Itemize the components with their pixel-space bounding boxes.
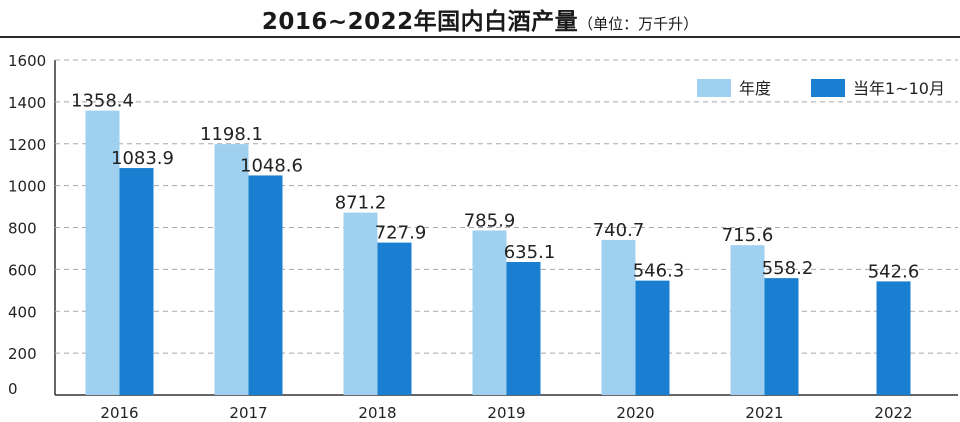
y-tick-label: 1000 [8,178,46,196]
y-tick-label: 1600 [8,52,46,70]
bar-annual [85,110,120,396]
legend-annual-label: 年度 [739,79,771,98]
x-tick-label: 2019 [487,404,525,422]
x-tick-label: 2018 [358,404,396,422]
data-label-jan-oct: 635.1 [504,242,556,263]
y-tick-label: 1400 [8,94,46,112]
data-label-jan-oct: 1048.6 [240,155,303,176]
data-label-annual: 871.2 [335,193,387,214]
x-tick-label: 2017 [229,404,267,422]
data-label-annual: 715.6 [722,225,774,246]
x-tick-label: 2020 [616,404,654,422]
y-tick-label: 800 [8,220,37,238]
y-tick-label: 1200 [8,136,46,154]
x-tick-label: 2016 [100,404,138,422]
bar-annual [601,239,636,395]
bar-jan-oct [764,278,799,395]
data-label-annual: 1358.4 [71,91,134,112]
chart-unit-note: （单位：万千升） [578,15,699,33]
data-label-annual: 740.7 [593,220,645,241]
data-label-jan-oct: 727.9 [375,223,427,244]
bar-annual [214,144,249,395]
y-tick-label: 200 [8,345,37,363]
legend-jan-oct-swatch [811,79,845,97]
bar-jan-oct [506,262,541,395]
bar-annual [472,230,507,395]
bar-annual [730,245,765,395]
data-label-jan-oct: 546.3 [633,261,685,282]
legend-jan-oct-label: 当年1~10月 [853,79,945,98]
x-tick-label: 2021 [745,404,783,422]
data-label-jan-oct: 1083.9 [111,148,174,169]
y-tick-label: 400 [8,303,37,321]
bar-jan-oct [635,280,670,395]
data-label-annual: 785.9 [464,210,516,231]
bar-jan-oct [377,242,412,395]
data-label-jan-oct: 542.6 [868,261,920,282]
title-divider [0,36,960,38]
bar-jan-oct [248,175,283,395]
bar-jan-oct [876,281,911,395]
bar-jan-oct [119,168,154,395]
chart-title: 2016~2022年国内白酒产量（单位：万千升） [0,2,960,36]
y-tick-label: 0 [8,380,18,398]
data-label-annual: 1198.1 [200,124,263,145]
x-tick-label: 2022 [874,404,912,422]
y-tick-label: 600 [8,261,37,279]
data-label-jan-oct: 558.2 [762,258,814,279]
bar-annual [343,212,378,395]
legend-annual-swatch [697,79,731,97]
chart-title-text: 2016~2022年国内白酒产量 [261,9,579,35]
